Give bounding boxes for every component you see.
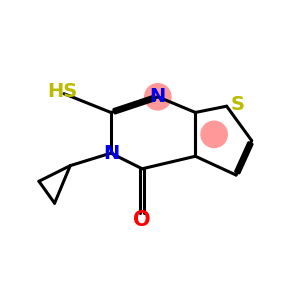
Text: HS: HS [47,82,77,101]
Circle shape [145,84,171,110]
Text: N: N [150,87,166,106]
Text: S: S [231,95,244,114]
Circle shape [201,121,227,148]
Text: N: N [103,144,119,163]
Text: O: O [134,210,151,230]
